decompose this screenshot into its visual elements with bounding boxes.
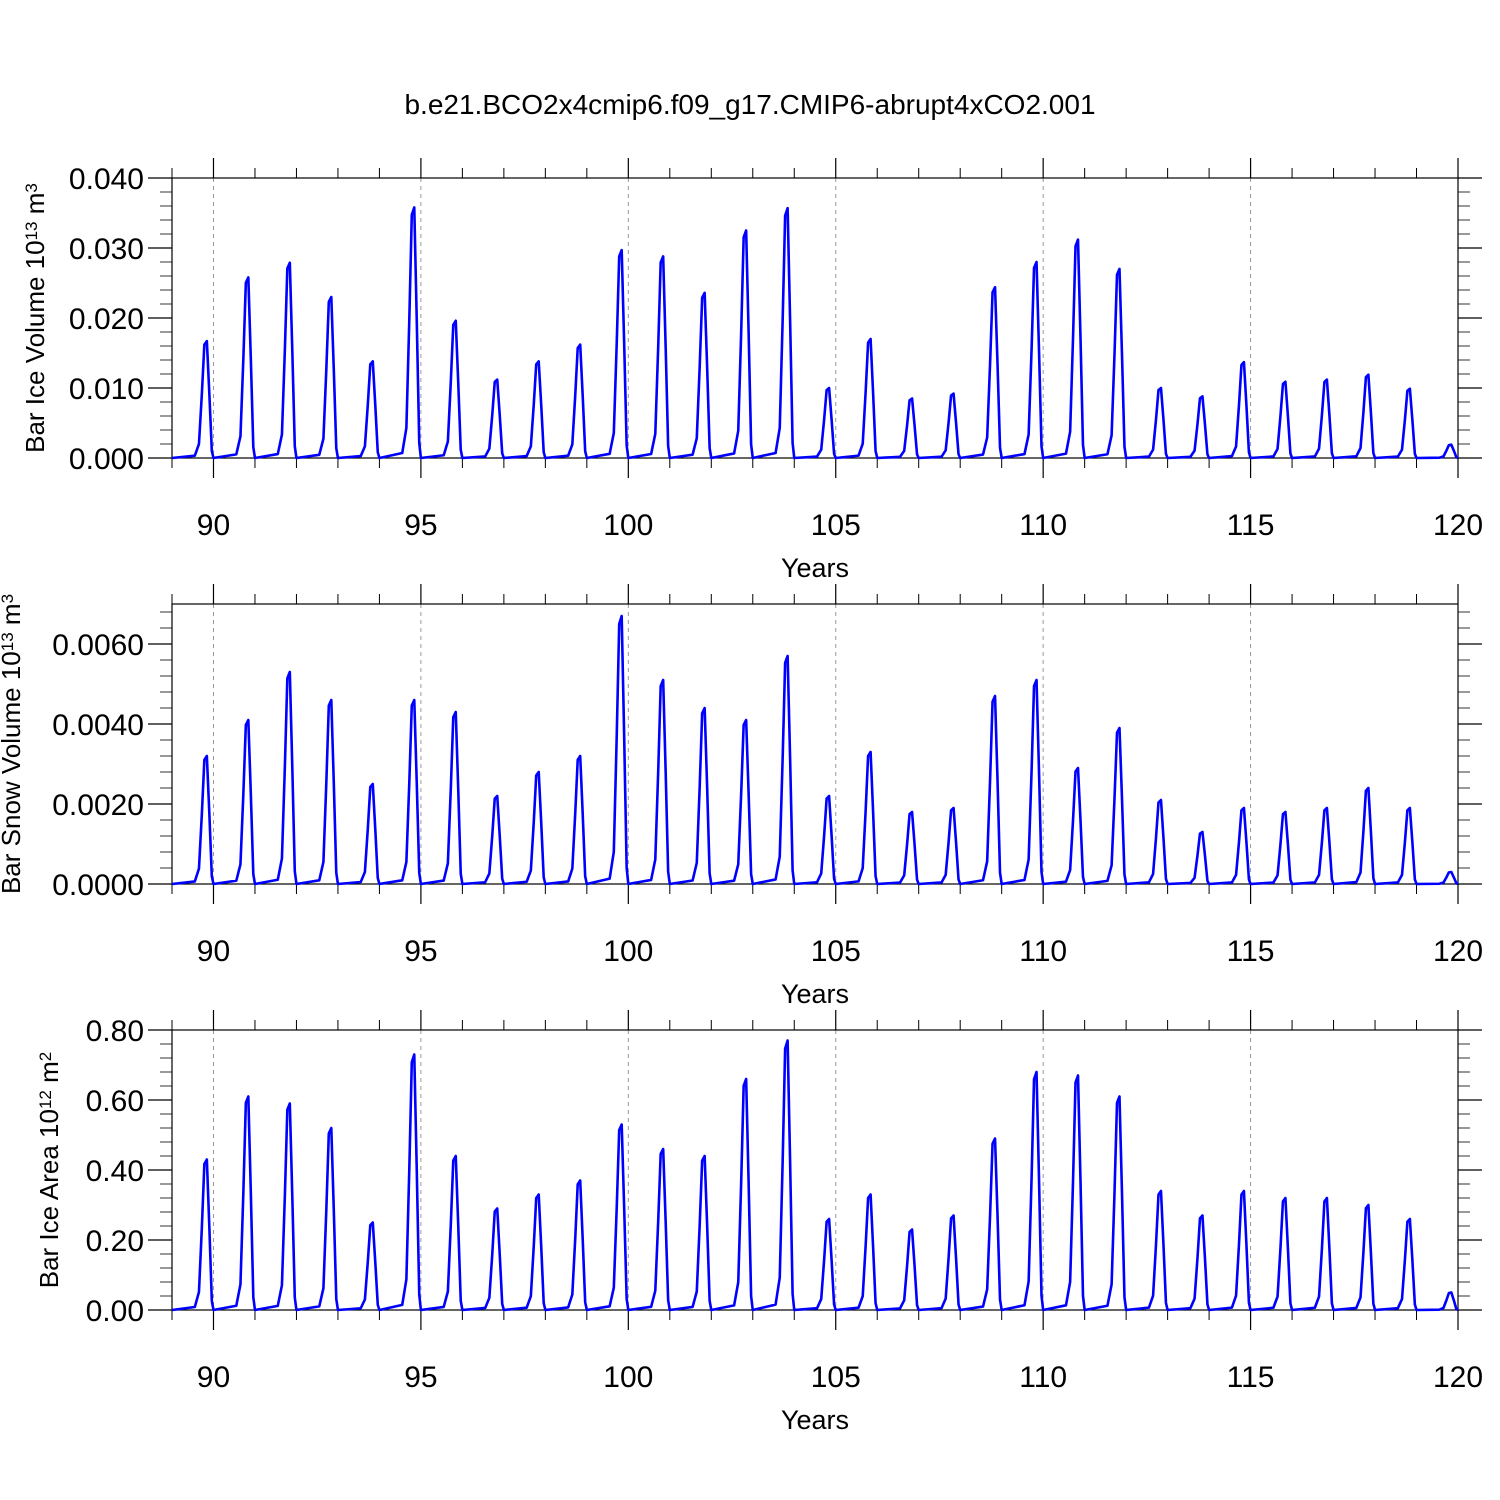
- x-tick-label: 120: [1433, 1361, 1483, 1394]
- y-tick-label: 0.0060: [52, 629, 144, 662]
- y-tick-label: 0.0040: [52, 709, 144, 742]
- y-axis-label: Bar Ice Area 1012 m2: [34, 1052, 64, 1289]
- plot-frame: [171, 603, 1459, 885]
- y-tick-label: 0.000: [69, 443, 144, 476]
- x-tick-label: 90: [197, 935, 230, 968]
- x-tick-label: 115: [1227, 1361, 1275, 1394]
- x-tick-label: 90: [197, 1361, 230, 1394]
- series-line: [171, 1039, 1459, 1312]
- y-axis-label-text: m: [0, 603, 26, 632]
- y-axis-label-superscript: 3: [22, 183, 41, 192]
- y-tick-label: 0.020: [69, 303, 144, 336]
- y-tick-label: 0.00: [86, 1295, 144, 1328]
- x-tick-label: 110: [1019, 935, 1067, 968]
- x-tick-label: 115: [1227, 935, 1275, 968]
- y-axis-label-text: Bar Ice Area 10: [34, 1109, 64, 1288]
- x-tick-label: 110: [1019, 1361, 1067, 1394]
- x-tick-label: 120: [1433, 509, 1483, 542]
- ice-area-panel: 90 95 100 105 110 115 120 0.00 0.20 0.40 0.60 0.80 Y…: [34, 1010, 1483, 1435]
- x-axis-label: Years: [781, 979, 849, 1009]
- y-axis-label-superscript: 2: [36, 1052, 55, 1061]
- x-tick-label: 90: [197, 509, 230, 542]
- y-axis-label-superscript: 13: [0, 632, 17, 651]
- ice-volume-panel: 90 95 100 105 110 115 120 0.000 0.010 0.020 0.030 0…: [20, 158, 1483, 583]
- plot-frame: [171, 177, 1459, 459]
- x-tick-label: 105: [811, 935, 861, 968]
- x-axis-label: Years: [781, 553, 849, 583]
- y-axis-label-text: Bar Snow Volume 10: [0, 651, 26, 894]
- y-axis-label-text: m: [20, 193, 50, 222]
- x-tick-label: 105: [811, 1361, 861, 1394]
- y-tick-label: 0.0020: [52, 789, 144, 822]
- y-tick-label: 0.20: [86, 1225, 144, 1258]
- x-tick-label: 115: [1227, 509, 1275, 542]
- y-axis-label: Bar Ice Volume 1013 m3: [20, 183, 50, 453]
- x-tick-label: 95: [404, 1361, 437, 1394]
- y-tick-label: 0.40: [86, 1155, 144, 1188]
- y-tick-label: 0.040: [69, 163, 144, 196]
- chart-title: b.e21.BCO2x4cmip6.f09_g17.CMIP6-abrupt4x…: [404, 89, 1095, 120]
- series-line: [171, 614, 1459, 886]
- y-tick-label: 0.60: [86, 1085, 144, 1118]
- x-tick-label: 100: [603, 509, 653, 542]
- y-tick-label: 0.80: [86, 1015, 144, 1048]
- y-axis-label-superscript: 3: [0, 594, 17, 603]
- snow-volume-panel: 90 95 100 105 110 115 120 0.0000 0.0020 0.0040 0.0…: [0, 584, 1483, 1009]
- y-axis-label-superscript: 13: [22, 221, 41, 240]
- y-tick-label: 0.0000: [52, 869, 144, 902]
- x-axis-label: Years: [781, 1405, 849, 1435]
- x-tick-label: 100: [603, 1361, 653, 1394]
- x-tick-label: 95: [404, 935, 437, 968]
- y-axis-label-text: m: [34, 1061, 64, 1090]
- y-axis-label-text: Bar Ice Volume 10: [20, 240, 50, 452]
- y-axis-label: Bar Snow Volume 1013 m3: [0, 594, 26, 894]
- y-tick-label: 0.010: [69, 373, 144, 406]
- plot-frame: [171, 1029, 1459, 1311]
- x-tick-label: 110: [1019, 509, 1067, 542]
- series-line: [171, 206, 1459, 460]
- x-tick-label: 120: [1433, 935, 1483, 968]
- y-axis-label-superscript: 12: [36, 1090, 55, 1109]
- x-tick-label: 95: [404, 509, 437, 542]
- y-tick-label: 0.030: [69, 233, 144, 266]
- x-tick-label: 105: [811, 509, 861, 542]
- x-tick-label: 100: [603, 935, 653, 968]
